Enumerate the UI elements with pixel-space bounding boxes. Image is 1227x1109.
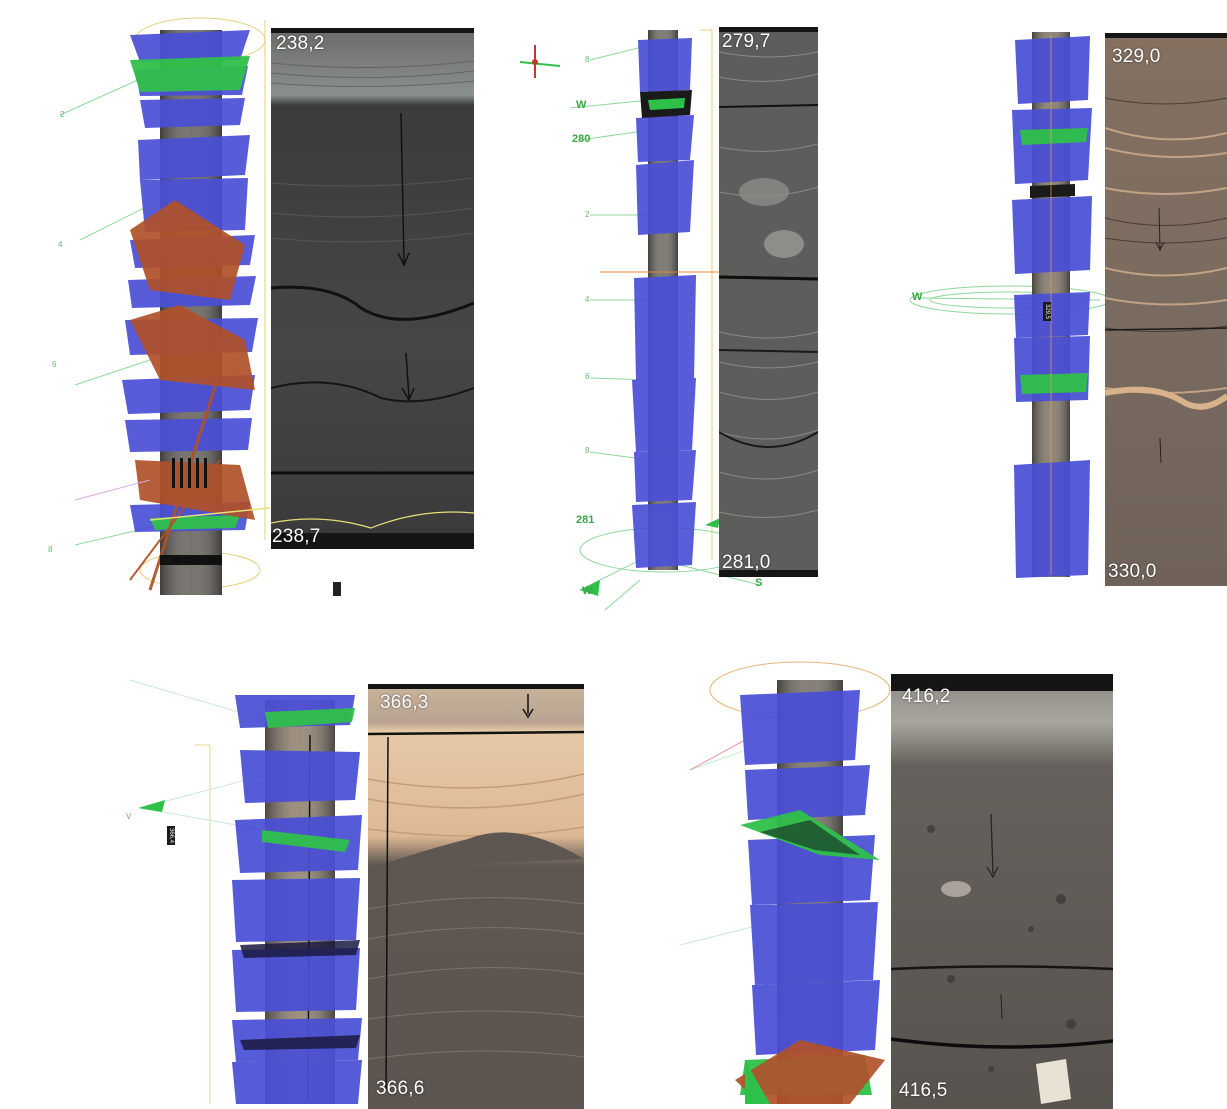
depth-top-label: 238,2 <box>276 33 325 54</box>
guide-label: 6 <box>52 360 57 369</box>
core-model-svg-3 <box>909 32 1111 578</box>
core-model-svg-4 <box>129 679 362 1104</box>
core-photo-1 <box>271 28 474 549</box>
depth-tag: 366,4 <box>167 826 175 846</box>
guide-label: 2 <box>585 210 590 219</box>
core-photo-3 <box>1105 33 1227 586</box>
core-model-svg-1 <box>59 17 341 596</box>
compass-icon <box>519 45 561 78</box>
core-3d-model-5 <box>679 661 891 1104</box>
core-model-svg-5 <box>679 661 891 1104</box>
core-model-svg-2 <box>519 29 761 611</box>
depth-bottom-label: 330,0 <box>1108 561 1157 582</box>
guide-label: 8 <box>48 545 53 554</box>
depth-top-label: 366,3 <box>380 692 429 713</box>
guide-label: 4 <box>585 295 590 304</box>
depth-tag: 329,5 <box>1043 302 1051 322</box>
depth-top-label: 416,2 <box>902 686 951 707</box>
core-photo-2 <box>719 27 818 577</box>
core-photo-4 <box>368 684 584 1109</box>
direction-label-w: W <box>576 99 587 111</box>
depth-tick-280: 280 <box>572 133 591 145</box>
guide-label: 6 <box>585 372 590 381</box>
core-3d-model-4 <box>0 0 400 1104</box>
depth-bottom-label: 366,6 <box>376 1078 425 1099</box>
guide-label: 8 <box>585 55 590 64</box>
depth-top-label: 329,0 <box>1112 46 1161 67</box>
guide-label: 8 <box>585 446 590 455</box>
core-3d-model-1 <box>0 0 341 600</box>
core-photo-5 <box>891 674 1113 1109</box>
depth-bottom-label: 281,0 <box>722 552 771 573</box>
depth-tick-281: 281 <box>576 514 595 526</box>
guide-label: 2 <box>60 110 65 119</box>
direction-label-s: S <box>755 577 763 589</box>
guide-label: V <box>126 812 132 821</box>
depth-bottom-label: 416,5 <box>899 1080 948 1101</box>
depth-top-label: 279,7 <box>722 31 771 52</box>
direction-label-w-bottom: W <box>582 585 593 597</box>
guide-label: 4 <box>58 240 63 249</box>
core-3d-model-3 <box>0 0 1111 600</box>
direction-label-w: W <box>912 291 923 303</box>
depth-bottom-label: 238,7 <box>272 526 321 547</box>
core-3d-model-2 <box>0 0 761 620</box>
